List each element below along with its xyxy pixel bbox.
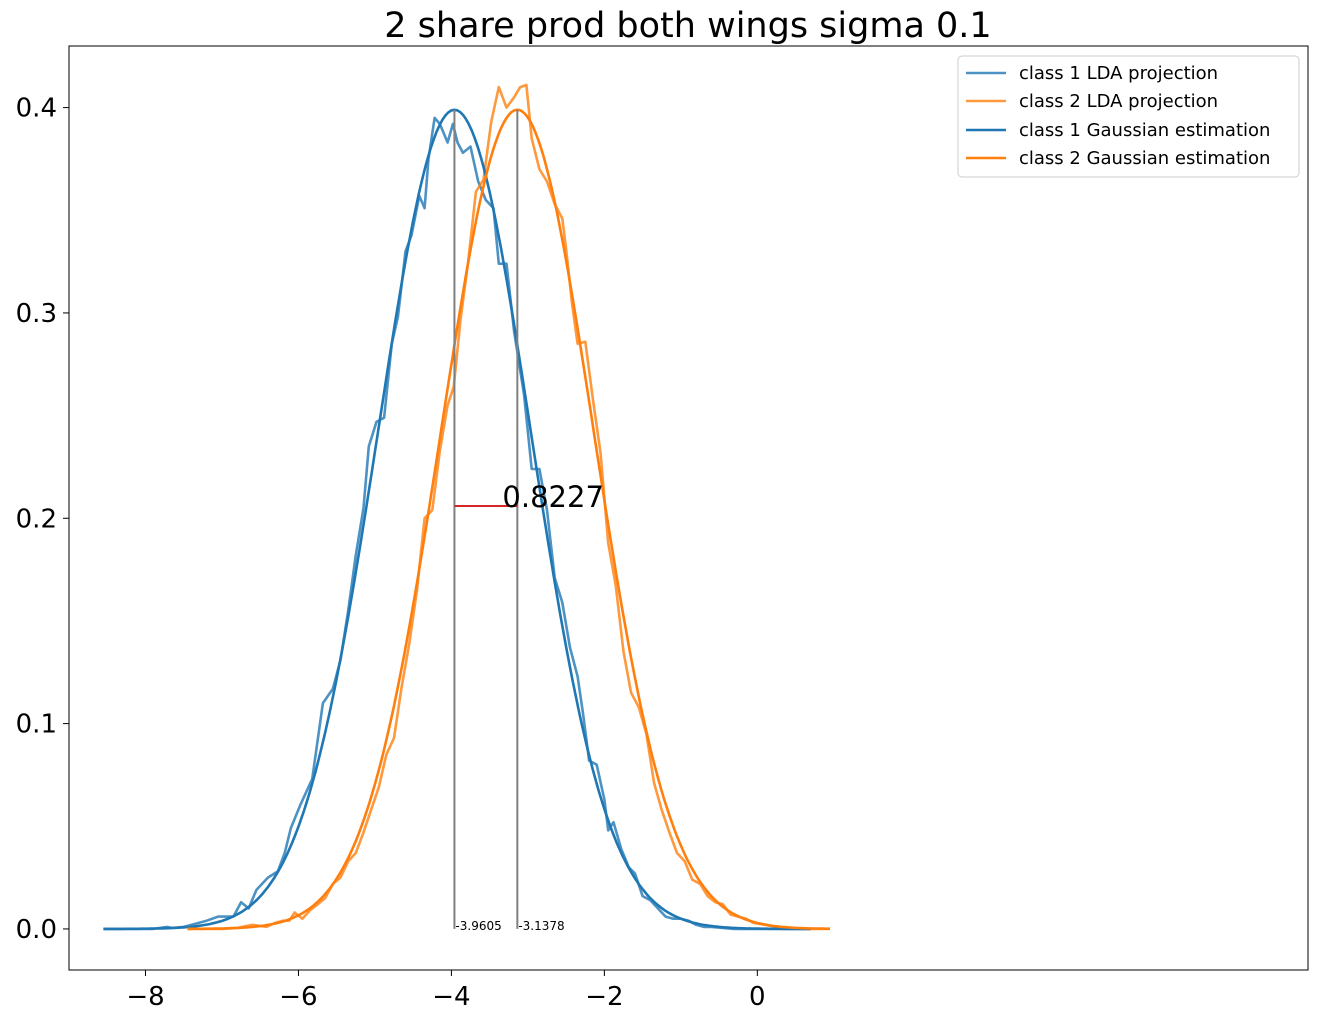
y-tick-label: 0.2 — [16, 504, 57, 534]
y-tick-label: 0.3 — [16, 299, 57, 329]
legend-label-class1-lda: class 1 LDA projection — [1019, 63, 1218, 84]
x-axis: −8 −6 −4 −2 0 — [126, 970, 766, 1012]
class1-lda-line — [103, 116, 811, 931]
y-axis: 0.0 0.1 0.2 0.3 0.4 — [16, 94, 69, 945]
class1-gauss-line — [103, 108, 811, 931]
x-tick-label: 0 — [749, 982, 766, 1012]
mean-label-2: -3.1378 — [518, 919, 564, 933]
y-tick-label: 0.4 — [16, 94, 57, 124]
y-tick-label: 0.0 — [16, 915, 57, 945]
legend-label-class1-gauss: class 1 Gaussian estimation — [1019, 120, 1270, 141]
axes-frame — [68, 45, 1309, 971]
legend-label-class2-gauss: class 2 Gaussian estimation — [1019, 148, 1270, 169]
x-tick-label: −8 — [126, 982, 164, 1012]
legend: class 1 LDA projection class 2 LDA proje… — [957, 55, 1300, 178]
plot-area: -3.9605 -3.1378 0.8227 — [103, 83, 830, 933]
x-tick-label: −6 — [279, 982, 317, 1012]
y-tick-label: 0.1 — [16, 710, 57, 740]
legend-label-class2-lda: class 2 LDA projection — [1019, 91, 1218, 112]
difference-label: 0.8227 — [502, 480, 603, 514]
mean-label-1: -3.9605 — [455, 919, 501, 933]
class2-gauss-line — [187, 108, 830, 931]
x-tick-label: −4 — [432, 982, 470, 1012]
x-tick-label: −2 — [585, 982, 623, 1012]
legend-frame — [957, 55, 1300, 178]
class2-lda-line — [187, 83, 830, 931]
chart-title: 2 share prod both wings sigma 0.1 — [384, 6, 991, 46]
